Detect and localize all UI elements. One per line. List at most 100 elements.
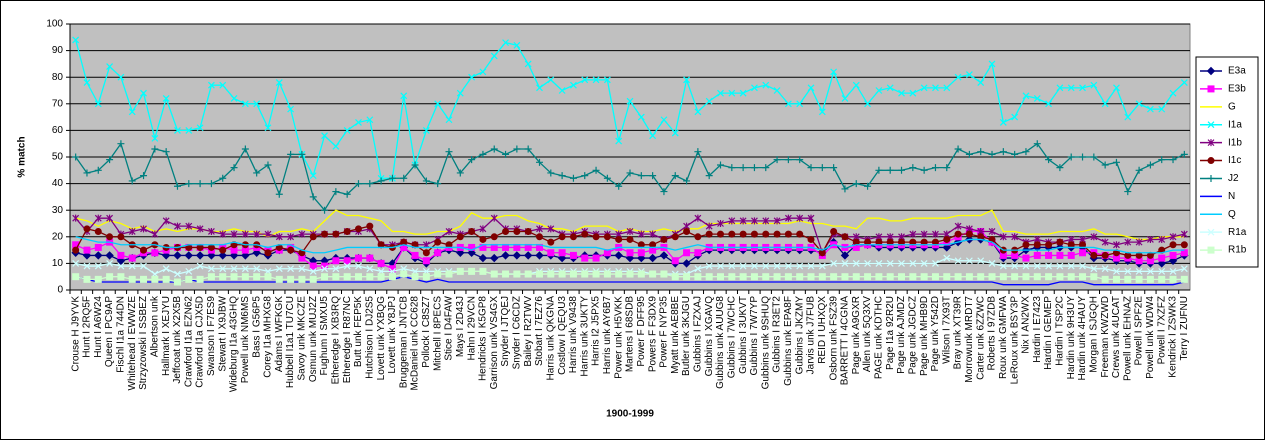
data-point bbox=[535, 233, 543, 241]
data-point bbox=[592, 76, 600, 84]
data-point bbox=[999, 273, 1007, 281]
data-point bbox=[128, 275, 136, 283]
data-point bbox=[513, 227, 521, 235]
x-tick-label: Gubbins unk EPA8F bbox=[783, 296, 794, 386]
x-tick-label: Gubbins I JKZMY bbox=[794, 296, 805, 375]
data-point bbox=[1135, 267, 1143, 275]
data-point bbox=[343, 126, 351, 134]
data-point bbox=[660, 270, 668, 278]
data-point bbox=[954, 222, 962, 230]
data-point bbox=[999, 233, 1007, 241]
x-tick-label: Power F DFF95 bbox=[636, 296, 647, 367]
data-point bbox=[898, 273, 906, 281]
data-point bbox=[128, 227, 136, 235]
x-tick-label: Stobart I 7EZ76 bbox=[534, 296, 545, 366]
x-tick-label: REID I UHXQX bbox=[817, 296, 828, 364]
x-tick-label: Myatt unk AE8BE bbox=[670, 296, 681, 374]
data-point bbox=[1079, 262, 1086, 270]
data-point bbox=[649, 172, 657, 180]
data-point bbox=[784, 273, 792, 281]
x-axis-title: 1900-1999 bbox=[606, 409, 654, 420]
data-point bbox=[1090, 233, 1098, 241]
data-point bbox=[1169, 267, 1177, 275]
legend-label: Q bbox=[1228, 209, 1236, 220]
data-point bbox=[309, 193, 317, 201]
data-point bbox=[751, 262, 758, 270]
data-point bbox=[264, 124, 272, 132]
data-point bbox=[434, 270, 442, 278]
data-point bbox=[196, 180, 204, 188]
data-point bbox=[490, 214, 498, 222]
data-point bbox=[94, 262, 102, 270]
data-point bbox=[931, 164, 939, 172]
data-point bbox=[739, 164, 747, 172]
x-tick-label: Hardin I TSP2C bbox=[1055, 296, 1066, 366]
data-point bbox=[705, 262, 713, 270]
data-point bbox=[762, 81, 770, 89]
data-point bbox=[762, 262, 770, 270]
data-point bbox=[241, 100, 249, 108]
data-point bbox=[140, 262, 147, 270]
data-point bbox=[784, 156, 792, 164]
data-point bbox=[94, 227, 102, 235]
data-point bbox=[728, 217, 736, 225]
data-point bbox=[128, 108, 136, 116]
x-tick-label: Power F NYP35 bbox=[659, 296, 670, 368]
data-point bbox=[728, 273, 736, 281]
legend-label: R1a bbox=[1228, 227, 1247, 238]
data-point bbox=[830, 273, 838, 281]
data-point bbox=[309, 267, 317, 275]
data-point bbox=[977, 148, 985, 156]
x-tick-label: Crawford I1a CJX5D bbox=[195, 296, 206, 388]
data-point bbox=[321, 230, 329, 238]
data-point bbox=[287, 246, 295, 254]
data-point bbox=[920, 166, 928, 174]
data-point bbox=[456, 169, 464, 177]
data-point bbox=[253, 273, 261, 281]
data-point bbox=[196, 124, 204, 132]
x-tick-label: Crawford I1a EZN62 bbox=[183, 296, 194, 388]
data-point bbox=[751, 84, 758, 92]
data-point bbox=[909, 89, 917, 97]
data-point bbox=[151, 134, 159, 142]
data-point bbox=[105, 251, 114, 260]
data-point bbox=[909, 259, 917, 267]
data-point bbox=[581, 230, 589, 238]
data-point bbox=[298, 265, 306, 273]
data-point bbox=[1045, 241, 1053, 249]
data-point bbox=[445, 116, 453, 124]
data-point bbox=[773, 273, 781, 281]
x-tick-label: Terry I ZUFNU bbox=[1179, 296, 1190, 360]
data-point bbox=[173, 251, 182, 260]
data-point bbox=[592, 254, 600, 262]
data-point bbox=[1124, 267, 1132, 275]
data-point bbox=[1056, 273, 1064, 281]
data-point bbox=[174, 222, 181, 230]
data-point bbox=[1146, 267, 1154, 275]
data-point bbox=[1101, 238, 1109, 246]
data-point bbox=[502, 39, 509, 47]
data-point bbox=[942, 243, 951, 252]
x-tick-label: Roberts I 97ZDB bbox=[987, 296, 998, 371]
data-point bbox=[468, 267, 476, 275]
data-point bbox=[1101, 275, 1109, 283]
data-point bbox=[422, 126, 430, 134]
x-tick-label: Gubbins I 3UKVT bbox=[738, 296, 749, 374]
data-point bbox=[218, 251, 227, 260]
data-point bbox=[230, 230, 238, 238]
data-point bbox=[1011, 150, 1019, 158]
data-point bbox=[615, 182, 623, 190]
data-point bbox=[626, 97, 634, 105]
data-point bbox=[128, 262, 136, 270]
x-tick-label: Hardin I E7423 bbox=[1032, 296, 1043, 363]
data-point bbox=[184, 251, 193, 260]
data-point bbox=[1033, 273, 1041, 281]
data-point bbox=[1022, 241, 1030, 249]
data-point bbox=[762, 164, 770, 172]
data-point bbox=[354, 273, 362, 281]
data-point bbox=[1045, 100, 1053, 108]
data-point bbox=[207, 180, 215, 188]
data-point bbox=[1033, 241, 1041, 249]
x-tick-label: Page unk Y542D bbox=[930, 296, 941, 371]
x-tick-label: Snyder I C6CDZ bbox=[512, 296, 523, 369]
